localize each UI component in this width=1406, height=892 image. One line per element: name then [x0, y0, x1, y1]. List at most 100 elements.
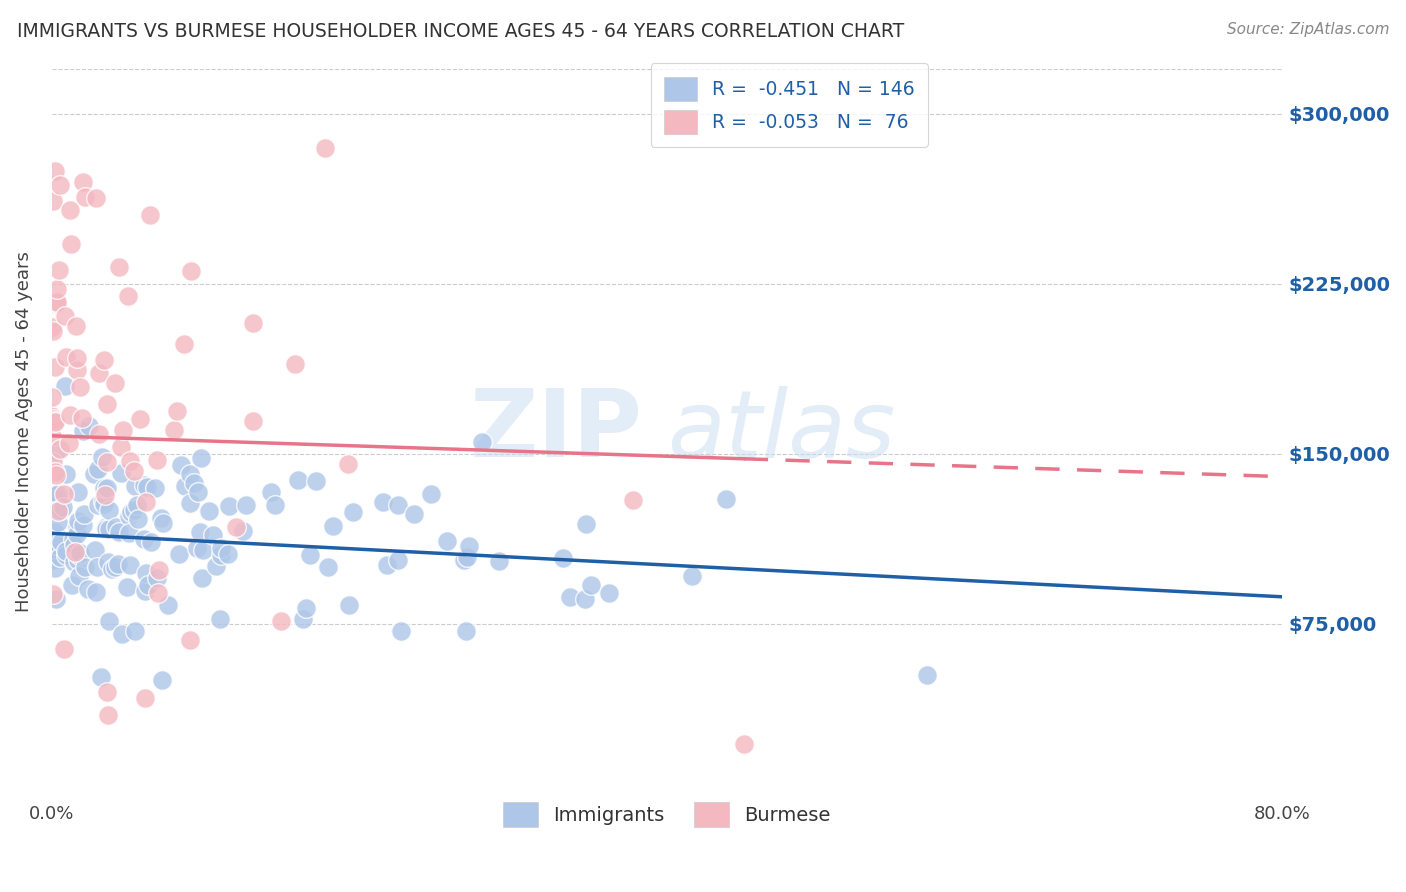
- Point: [134, 477, 156, 491]
- Point: [190, 451, 212, 466]
- Point: [402, 507, 425, 521]
- Point: [79, 419, 101, 434]
- Point: [186, 541, 208, 555]
- Point: [456, 549, 478, 564]
- Point: [915, 668, 938, 682]
- Point: [337, 457, 360, 471]
- Point: [454, 624, 477, 639]
- Point: [41, 535, 63, 549]
- Point: [55, 467, 77, 482]
- Point: [97, 708, 120, 723]
- Point: [716, 492, 738, 507]
- Point: [579, 578, 602, 592]
- Point: [93, 481, 115, 495]
- Point: [86, 499, 108, 513]
- Point: [198, 503, 221, 517]
- Point: [73, 190, 96, 204]
- Point: [127, 511, 149, 525]
- Point: [170, 458, 193, 472]
- Point: [87, 462, 110, 476]
- Point: [45, 468, 67, 483]
- Point: [49, 503, 72, 517]
- Point: [316, 560, 339, 574]
- Point: [305, 474, 328, 488]
- Point: [107, 557, 129, 571]
- Point: [41, 543, 63, 558]
- Point: [83, 467, 105, 482]
- Point: [263, 499, 285, 513]
- Point: [108, 260, 131, 274]
- Point: [104, 520, 127, 534]
- Point: [94, 522, 117, 536]
- Point: [146, 571, 169, 585]
- Point: [621, 493, 644, 508]
- Point: [98, 503, 121, 517]
- Point: [117, 580, 139, 594]
- Point: [48, 262, 70, 277]
- Point: [118, 525, 141, 540]
- Point: [122, 503, 145, 517]
- Point: [44, 465, 66, 479]
- Point: [62, 538, 84, 552]
- Point: [69, 546, 91, 560]
- Point: [183, 475, 205, 490]
- Point: [209, 612, 232, 626]
- Point: [135, 566, 157, 580]
- Point: [134, 584, 156, 599]
- Point: [96, 455, 118, 469]
- Point: [73, 560, 96, 574]
- Point: [76, 582, 98, 596]
- Point: [72, 518, 94, 533]
- Point: [420, 487, 443, 501]
- Point: [179, 496, 201, 510]
- Point: [488, 554, 510, 568]
- Point: [46, 282, 69, 296]
- Point: [49, 178, 72, 193]
- Point: [96, 481, 118, 495]
- Point: [387, 498, 409, 512]
- Point: [62, 532, 84, 546]
- Point: [270, 614, 292, 628]
- Point: [53, 486, 76, 500]
- Point: [60, 578, 83, 592]
- Point: [150, 511, 173, 525]
- Point: [337, 599, 360, 613]
- Point: [42, 494, 65, 508]
- Point: [67, 548, 90, 562]
- Point: [42, 553, 65, 567]
- Point: [72, 507, 94, 521]
- Point: [458, 539, 481, 553]
- Point: [453, 553, 475, 567]
- Point: [575, 516, 598, 531]
- Point: [118, 454, 141, 468]
- Point: [295, 600, 318, 615]
- Point: [173, 336, 195, 351]
- Point: [41, 409, 63, 423]
- Point: [45, 592, 67, 607]
- Point: [49, 550, 72, 565]
- Point: [44, 561, 66, 575]
- Point: [45, 297, 67, 311]
- Point: [118, 558, 141, 573]
- Point: [98, 522, 121, 536]
- Point: [44, 538, 66, 552]
- Point: [91, 450, 114, 465]
- Point: [42, 455, 65, 469]
- Point: [45, 445, 67, 459]
- Point: [41, 390, 63, 404]
- Point: [242, 414, 264, 428]
- Point: [67, 553, 90, 567]
- Point: [174, 479, 197, 493]
- Point: [72, 175, 94, 189]
- Point: [120, 505, 142, 519]
- Point: [46, 516, 69, 530]
- Point: [96, 685, 118, 699]
- Point: [96, 397, 118, 411]
- Point: [46, 503, 69, 517]
- Point: [146, 452, 169, 467]
- Point: [83, 543, 105, 558]
- Point: [551, 551, 574, 566]
- Point: [49, 442, 72, 457]
- Point: [135, 495, 157, 509]
- Point: [152, 516, 174, 530]
